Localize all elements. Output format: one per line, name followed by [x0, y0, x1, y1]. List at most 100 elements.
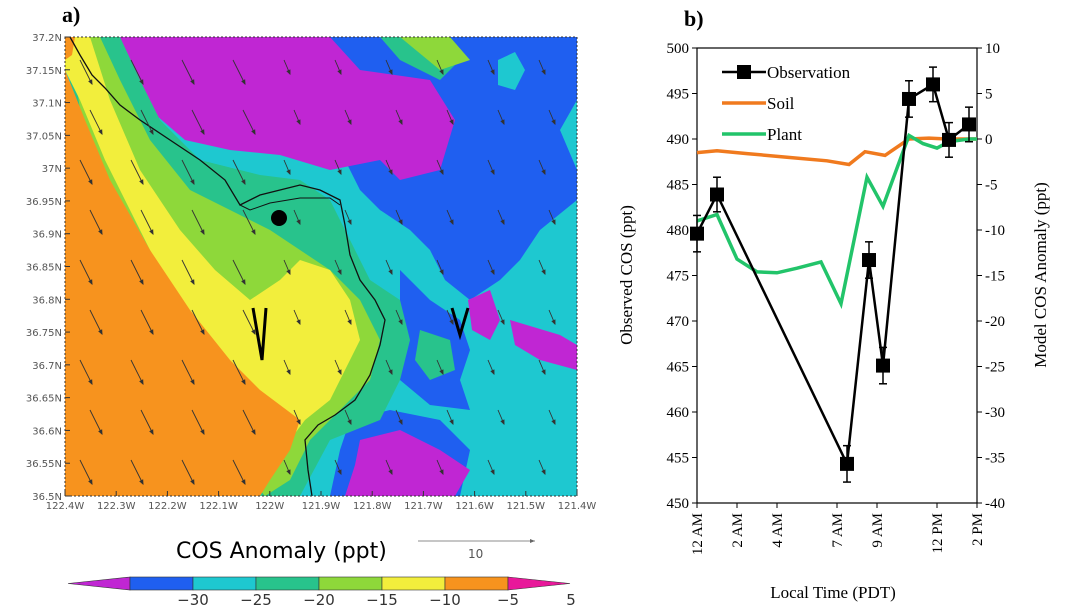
- colorbar-max-triangle: [507, 576, 571, 591]
- map-y-tick-label: 37.05N: [26, 131, 62, 142]
- reference-vector-label: 10: [468, 547, 483, 561]
- wind-arrow-head: [190, 279, 195, 286]
- wind-arrow-head: [337, 69, 342, 76]
- wind-arrow-head: [551, 319, 556, 326]
- wind-arrow-head: [296, 119, 301, 126]
- wind-arrow-head: [337, 369, 342, 376]
- wind-arrow-head: [98, 429, 103, 436]
- wind-arrow: [79, 459, 93, 485]
- wind-arrow-head: [98, 329, 103, 336]
- wind-arrow-head: [490, 369, 495, 376]
- wind-arrow-head: [337, 469, 342, 476]
- wind-arrow: [79, 159, 93, 185]
- wind-arrow: [232, 259, 246, 285]
- wind-arrow-head: [337, 169, 342, 176]
- wind-arrow: [181, 159, 195, 185]
- wind-arrow: [191, 309, 205, 335]
- y-tick-label-left: 485: [667, 178, 690, 194]
- colorbar-box: [381, 576, 446, 591]
- wind-arrow-head: [149, 229, 154, 236]
- colorbar-tick-label: −25: [240, 591, 272, 609]
- wind-arrow-head: [139, 379, 144, 386]
- wind-arrow-head: [88, 79, 93, 86]
- wind-arrow-head: [190, 479, 195, 486]
- wind-arrow-head: [190, 179, 195, 186]
- wind-arrow-head: [449, 219, 454, 226]
- map-y-tick-label: 36.8N: [32, 295, 62, 306]
- wind-arrow-head: [347, 219, 352, 226]
- wind-arrow: [140, 409, 154, 435]
- colorbar-box: [129, 576, 194, 591]
- wind-arrow: [140, 209, 154, 235]
- y-tick-label-left: 480: [667, 223, 690, 239]
- y-tick-label-left: 450: [667, 496, 690, 512]
- wind-arrow-head: [286, 169, 291, 176]
- observation-point: [962, 117, 976, 132]
- wind-arrow-head: [388, 169, 393, 176]
- wind-arrow-head: [439, 369, 444, 376]
- wind-arrow-head: [388, 69, 393, 76]
- map-y-tick-label: 36.7N: [32, 361, 62, 372]
- wind-arrow-head: [139, 279, 144, 286]
- observation-point: [840, 456, 854, 471]
- map-x-tick-label: 122.4W: [46, 501, 85, 512]
- y-tick-label-left: 490: [667, 132, 690, 148]
- wind-arrow-head: [296, 319, 301, 326]
- wind-arrow: [130, 459, 144, 485]
- wind-arrow-head: [337, 269, 342, 276]
- y-tick-label-right: -20: [985, 314, 1005, 330]
- y-tick-label-right: 10: [985, 41, 1000, 57]
- map-x-tick-label: 122.1W: [199, 501, 238, 512]
- wind-arrow-head: [541, 369, 546, 376]
- colorbar-box: [318, 576, 383, 591]
- wind-arrow: [130, 259, 144, 285]
- v-marker-east: [450, 307, 470, 341]
- wind-arrow-head: [200, 129, 205, 136]
- y-axis-title-right: Model COS Anomaly (ppt): [1031, 182, 1050, 368]
- x-tick-label: 2 PM: [970, 513, 986, 546]
- colorbar-title: COS Anomaly (ppt): [176, 539, 387, 564]
- wind-arrow-head: [347, 419, 352, 426]
- map-y-tick-label: 36.5N: [32, 492, 62, 503]
- panel-a-label: a): [62, 2, 81, 27]
- map-x-tick-label: 121.5W: [507, 501, 546, 512]
- wind-arrow-head: [490, 469, 495, 476]
- y-tick-label-right: -15: [985, 269, 1005, 285]
- legend-label: Soil: [767, 94, 795, 113]
- wind-arrow: [232, 59, 246, 85]
- wind-arrow-head: [439, 69, 444, 76]
- legend-marker: [737, 65, 751, 79]
- map-y-tick-label: 36.55N: [26, 459, 62, 470]
- colorbar-tick-label: −5: [497, 591, 519, 609]
- y-tick-label-right: -25: [985, 360, 1005, 376]
- wind-arrow-head: [190, 379, 195, 386]
- wind-arrow-head: [88, 279, 93, 286]
- x-tick-label: 9 AM: [870, 513, 886, 548]
- wind-arrow-head: [200, 429, 205, 436]
- wind-arrow: [130, 59, 144, 85]
- wind-arrow: [232, 359, 246, 385]
- wind-arrow: [89, 409, 103, 435]
- legend-label: Observation: [767, 63, 851, 82]
- wind-arrow-head: [251, 329, 256, 336]
- map-y-tick-label: 36.85N: [26, 263, 62, 274]
- wind-arrow-head: [490, 269, 495, 276]
- wind-arrow-head: [251, 229, 256, 236]
- y-tick-label-right: 5: [985, 87, 993, 103]
- map-y-tick-label: 36.6N: [32, 426, 62, 437]
- wind-arrow: [140, 109, 154, 135]
- colorbar-box: [255, 576, 320, 591]
- cos-anomaly-map: 122.4W 122.3W 122.2W 122.1W 122W 121.9W 121.8W…: [26, 33, 596, 609]
- wind-arrow-head: [541, 469, 546, 476]
- wind-arrow-head: [398, 219, 403, 226]
- coastline: [69, 36, 386, 497]
- wind-arrow: [191, 209, 205, 235]
- wind-arrow-head: [251, 129, 256, 136]
- series-observation-line: [695, 82, 970, 469]
- wind-arrow: [242, 109, 256, 135]
- y-tick-label-right: -5: [985, 178, 998, 194]
- wind-arrow-head: [500, 419, 505, 426]
- wind-arrow-head: [149, 429, 154, 436]
- wind-arrow-head: [449, 419, 454, 426]
- map-y-tick-label: 36.95N: [26, 197, 62, 208]
